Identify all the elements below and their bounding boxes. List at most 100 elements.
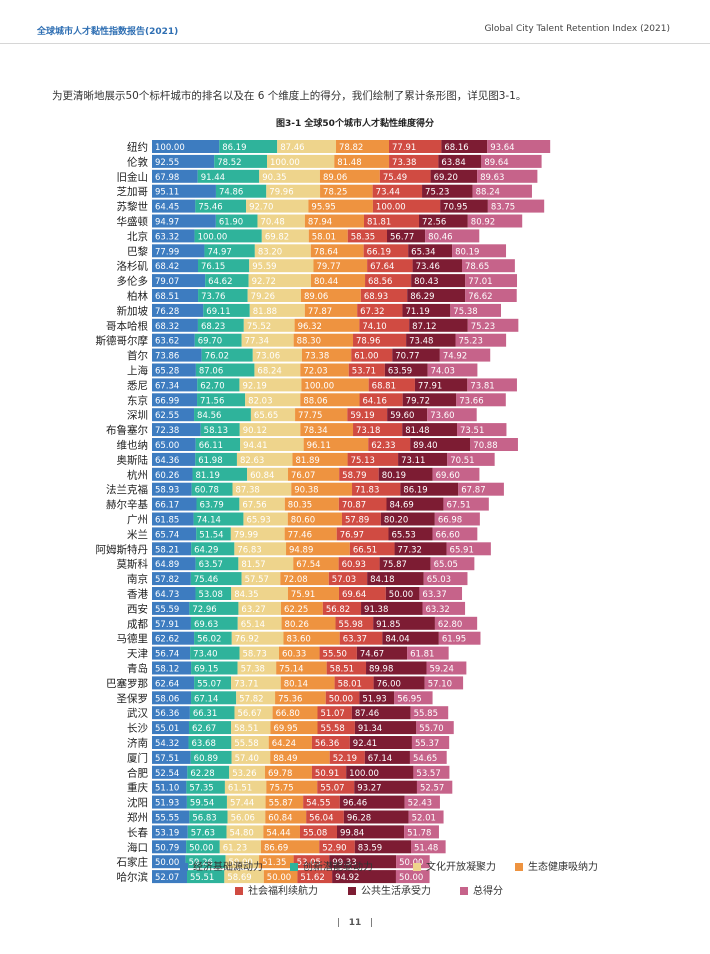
data-label: 56.83	[192, 814, 216, 824]
data-label: 56.74	[155, 650, 179, 660]
bar-segment	[187, 765, 230, 779]
data-label: 58.21	[155, 545, 179, 555]
data-label: 77.99	[155, 247, 179, 257]
bar-segment	[246, 199, 309, 213]
bar-segment	[239, 423, 301, 437]
bar-segment	[359, 318, 410, 332]
bar-segment	[394, 542, 447, 556]
bar-segment	[152, 140, 220, 153]
category-label: 广州	[127, 514, 148, 526]
data-label: 86.69	[264, 843, 288, 853]
data-label: 87.06	[199, 367, 223, 377]
bar-segment	[367, 572, 424, 586]
header-divider	[0, 43, 710, 44]
data-label: 57.63	[191, 828, 215, 838]
data-label: 100.00	[270, 158, 300, 168]
bar-segment	[152, 169, 198, 183]
bar-segment	[407, 289, 466, 302]
bar-segment	[152, 631, 195, 645]
bar-segment	[152, 691, 192, 705]
bar-segment	[197, 318, 244, 332]
bar-segment	[356, 646, 408, 660]
data-label: 54.32	[155, 739, 179, 749]
bar-segment	[293, 333, 354, 347]
bar-segment	[247, 289, 301, 302]
bar-segment	[317, 780, 355, 794]
data-label: 58.01	[312, 232, 336, 242]
data-label: 80.19	[455, 247, 479, 257]
data-label: 68.24	[257, 367, 281, 377]
data-label: 87.46	[355, 709, 379, 719]
data-label: 67.98	[155, 173, 179, 183]
bar-segment	[335, 616, 374, 630]
data-label: 57.03	[332, 575, 356, 585]
bar-segment	[190, 572, 242, 586]
bar-segment	[197, 378, 240, 392]
data-label: 86.29	[410, 292, 434, 302]
data-label: 90.35	[262, 173, 286, 183]
data-label: 68.42	[155, 262, 179, 272]
bar-segment	[152, 795, 187, 809]
data-label: 92.72	[252, 277, 276, 287]
bar-segment	[237, 661, 277, 675]
bar-segment	[308, 199, 373, 213]
bar-segment	[379, 169, 431, 183]
data-label: 58.01	[338, 679, 362, 689]
data-label: 68.23	[201, 322, 225, 332]
bar-segment	[190, 616, 238, 630]
bar-segment	[354, 721, 417, 735]
bar-segment	[214, 154, 268, 168]
category-label: 巴塞罗那	[106, 677, 148, 690]
bar-segment	[152, 676, 195, 690]
bar-segment	[195, 363, 255, 377]
data-label: 52.07	[155, 873, 179, 883]
data-label: 61.98	[198, 456, 222, 466]
data-label: 65.28	[155, 367, 179, 377]
bar-segment	[389, 140, 442, 153]
data-label: 62.55	[155, 411, 179, 421]
data-label: 70.48	[260, 218, 284, 228]
bar-segment	[236, 691, 276, 705]
data-label: 76.92	[235, 635, 259, 645]
data-label: 59.54	[190, 799, 214, 809]
bar-segment	[238, 557, 294, 571]
data-label: 55.01	[155, 724, 179, 734]
data-label: 74.03	[431, 367, 455, 377]
bar-segment	[311, 736, 350, 749]
bar-segment	[427, 408, 477, 422]
data-label: 60.93	[342, 560, 366, 570]
bar-segment	[152, 467, 193, 481]
data-label: 70.95	[443, 203, 467, 213]
bar-segment	[373, 616, 435, 630]
data-label: 73.60	[430, 411, 454, 421]
data-label: 75.23	[471, 322, 495, 332]
bar-segment	[487, 140, 551, 153]
data-label: 72.96	[192, 605, 216, 615]
bar-segment	[240, 438, 304, 451]
data-label: 77.46	[288, 530, 312, 540]
data-label: 69.20	[434, 173, 458, 183]
data-label: 57.51	[155, 754, 179, 764]
legend-label: 文化开放凝聚力	[426, 862, 496, 873]
bar-segment	[301, 348, 352, 362]
data-label: 73.46	[416, 262, 440, 272]
bar-segment	[152, 154, 215, 168]
category-label: 重庆	[127, 781, 148, 794]
bar-segment	[265, 795, 304, 809]
bar-segment	[201, 348, 253, 362]
bar-segment	[254, 244, 311, 258]
data-label: 79.26	[251, 292, 275, 302]
data-label: 52.01	[412, 814, 436, 824]
data-label: 76.00	[377, 679, 401, 689]
data-label: 74.86	[219, 188, 243, 198]
data-label: 73.48	[409, 337, 433, 347]
legend-swatch	[348, 887, 356, 895]
bar-segment	[353, 423, 403, 437]
data-label: 56.06	[231, 814, 255, 824]
bar-segment	[152, 408, 195, 422]
data-label: 52.54	[155, 769, 179, 779]
data-label: 74.97	[207, 247, 231, 257]
data-label: 67.51	[446, 501, 470, 511]
bar-segment	[294, 318, 360, 332]
bar-segment	[338, 497, 387, 511]
